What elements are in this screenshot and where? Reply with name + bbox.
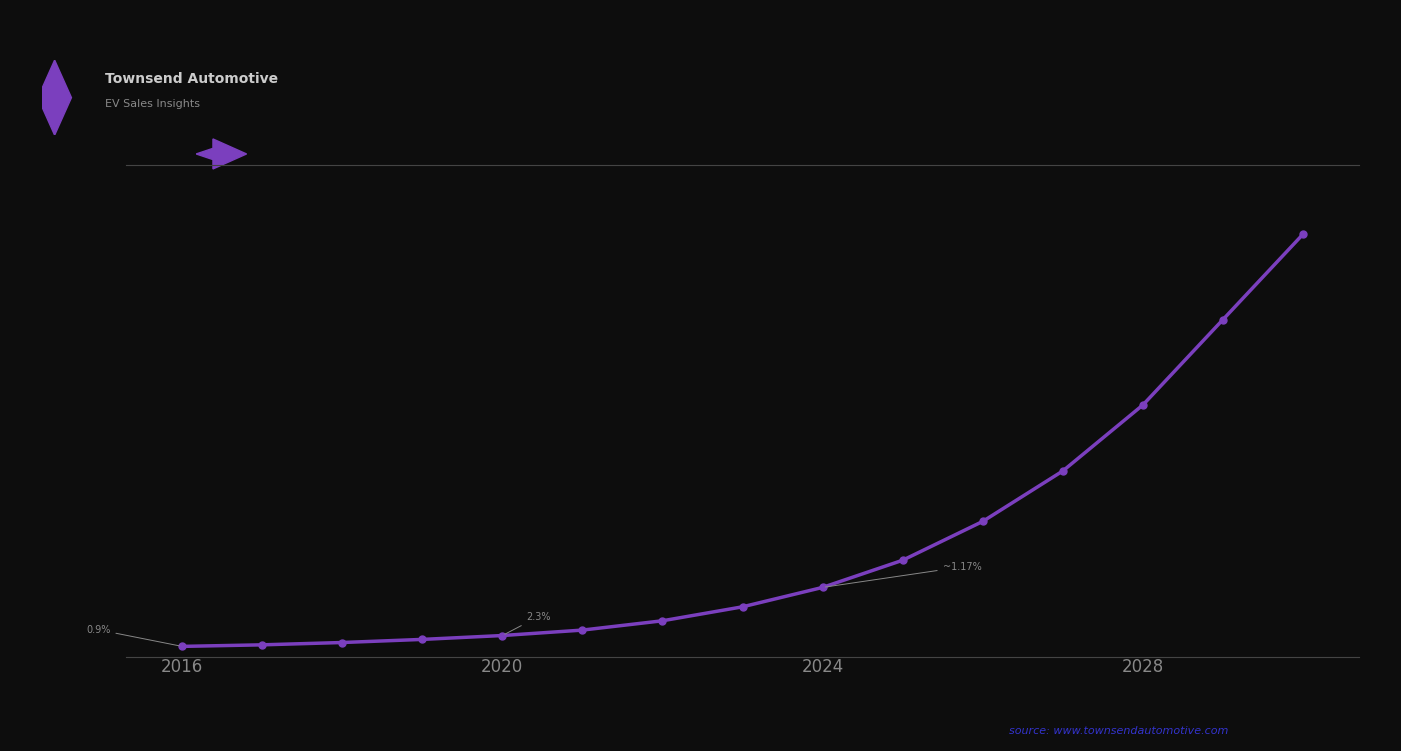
Polygon shape — [38, 60, 71, 135]
Text: ~1.17%: ~1.17% — [825, 562, 982, 587]
Text: 0.9%: 0.9% — [85, 625, 179, 646]
Polygon shape — [196, 139, 247, 169]
Text: Townsend Automotive: Townsend Automotive — [105, 72, 279, 86]
Text: source: www.townsendautomotive.com: source: www.townsendautomotive.com — [1009, 726, 1229, 736]
Text: EV Sales Insights: EV Sales Insights — [105, 98, 200, 109]
Text: 2.3%: 2.3% — [504, 611, 551, 635]
